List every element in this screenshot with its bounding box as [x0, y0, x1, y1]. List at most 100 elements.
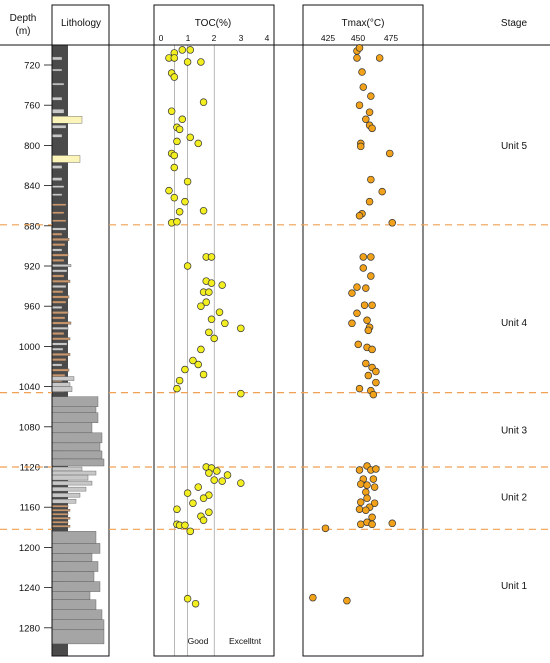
- lithology-bed-sandstone: [51, 571, 95, 582]
- lithology-bed-shale: [51, 358, 67, 362]
- toc-point: [205, 469, 213, 477]
- toc-tick-2: 2: [212, 33, 217, 43]
- lithology-bed-shale: [51, 300, 67, 304]
- toc-point: [170, 193, 179, 202]
- lithology-bed-sandstone: [51, 599, 97, 610]
- tmax-point: [362, 359, 370, 368]
- lithology-bed-shale: [51, 525, 71, 528]
- tmax-point: [368, 345, 376, 354]
- tmax-point: [357, 498, 365, 506]
- tmax-point: [372, 465, 380, 473]
- toc-point: [207, 279, 216, 287]
- lithology-bed-sandstone: [51, 531, 97, 544]
- tmax-point: [385, 149, 394, 158]
- unit-label: Unit 3: [501, 425, 528, 436]
- tmax-point: [367, 272, 375, 280]
- tmax-point: [348, 289, 356, 297]
- toc-point: [170, 163, 179, 172]
- lithology-bed-shale: [51, 290, 64, 294]
- toc-point: [175, 376, 184, 385]
- tmax-point: [353, 309, 361, 317]
- tmax-tick-450: 450: [351, 33, 365, 43]
- tmax-tick-475: 475: [384, 33, 398, 43]
- lithology-bed-sandstone: [51, 450, 103, 460]
- lithology-bed-coal: [51, 155, 81, 163]
- toc-point: [197, 58, 205, 66]
- lithology-bed-siltstone: [51, 347, 64, 351]
- lithology-bed-siltstone: [51, 227, 67, 231]
- tmax-point: [370, 483, 379, 491]
- toc-point: [205, 328, 213, 337]
- tmax-point: [365, 197, 374, 206]
- lithology-bed-siltstone: [51, 326, 69, 330]
- lithology-bed-shale: [51, 316, 66, 320]
- lithology-bed-siltstone: [51, 474, 89, 481]
- tmax-point: [358, 68, 366, 76]
- lithology-bed-shale: [51, 253, 69, 257]
- tmax-point: [362, 284, 370, 292]
- tmax-point: [360, 301, 369, 309]
- lithology-bed-siltstone: [51, 466, 83, 472]
- toc-point: [205, 508, 213, 516]
- depth-tick-label: 1120: [20, 463, 40, 474]
- tmax-point: [369, 475, 378, 483]
- tmax-point: [343, 596, 351, 605]
- toc-point: [194, 139, 202, 148]
- lithology-bed-sandstone: [51, 581, 101, 592]
- toc-point: [170, 54, 179, 62]
- stage-header: Stage: [501, 18, 528, 29]
- toc-point: [189, 356, 197, 365]
- depth-tick-label: 920: [24, 262, 40, 273]
- tmax-point: [357, 480, 365, 488]
- depth-tick-label: 1280: [19, 623, 40, 634]
- tmax-point: [348, 319, 356, 328]
- lithology-bed-shale: [51, 505, 69, 508]
- toc-point: [165, 186, 173, 195]
- toc-point: [237, 479, 245, 487]
- toc-point: [183, 262, 192, 270]
- tmax-point: [321, 524, 330, 533]
- lithology-bed-siltstone: [51, 386, 73, 392]
- lithology-bed-shale: [51, 513, 69, 516]
- toc-point: [218, 477, 226, 485]
- lithology-bed-shale: [51, 332, 65, 335]
- depth-tick-label: 1040: [19, 382, 40, 393]
- toc-point: [175, 207, 184, 216]
- toc-point: [173, 137, 181, 146]
- toc-point: [223, 471, 232, 479]
- toc-point: [237, 389, 245, 398]
- lithology-bed-shale: [51, 368, 70, 372]
- lithology-bed-sandstone: [51, 591, 91, 600]
- unit-label: Unit 1: [501, 581, 528, 592]
- toc-good-label: Good: [188, 636, 209, 646]
- lithology-bed-sandstone: [51, 442, 101, 452]
- lithology-bed-siltstone: [51, 109, 65, 114]
- toc-point: [178, 46, 187, 54]
- tmax-tick-425: 425: [321, 33, 335, 43]
- toc-point: [218, 281, 226, 289]
- toc-frame: [153, 4, 275, 657]
- toc-point: [175, 125, 184, 134]
- tmax-point: [355, 212, 364, 220]
- lithology-bed-shale: [51, 211, 65, 214]
- toc-excellent-label: Excelltnt: [229, 636, 262, 646]
- lithology-bed-sandstone: [51, 629, 105, 645]
- lithology-bed-shale: [51, 243, 66, 247]
- lithology-bed-siltstone: [51, 248, 63, 252]
- depth-tick-label: 840: [24, 181, 40, 192]
- toc-tick-0: 0: [159, 33, 164, 43]
- toc-point: [186, 46, 195, 54]
- tmax-point: [378, 187, 386, 196]
- depth-tick-label: 1000: [19, 342, 40, 353]
- tmax-point: [359, 83, 368, 91]
- tmax-header: Tmax(°C): [342, 18, 385, 29]
- lithology-bed-sandstone: [51, 619, 105, 631]
- lithology-bed-siltstone: [51, 96, 63, 101]
- depth-tick-label: 1200: [19, 543, 40, 554]
- tmax-point: [364, 371, 373, 380]
- tmax-point: [368, 124, 376, 133]
- lithology-bed-sandstone: [51, 553, 93, 562]
- lithology-bed-sandstone: [51, 609, 103, 620]
- lithology-bed-siltstone: [51, 177, 63, 181]
